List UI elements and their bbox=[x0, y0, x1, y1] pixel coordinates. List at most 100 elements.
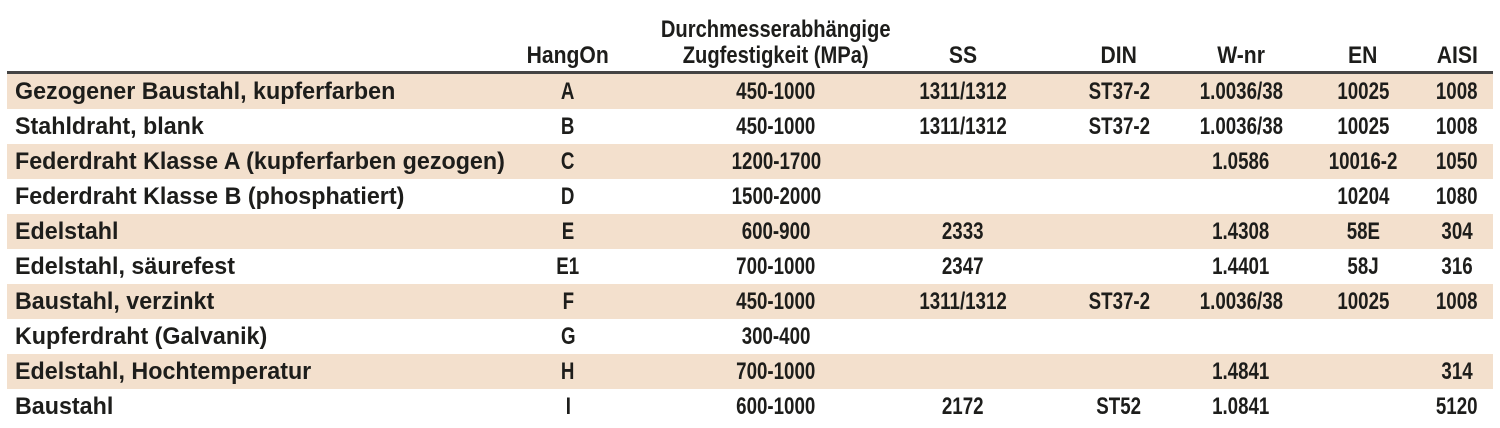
tensile-cell: 450-1000 bbox=[736, 112, 816, 140]
table-row: Federdraht Klasse A (kupferfarben gezoge… bbox=[7, 144, 1493, 179]
din-cell: ST37-2 bbox=[1088, 77, 1150, 105]
tensile-cell: 600-1000 bbox=[736, 392, 816, 420]
column-header-hangon-label: HangOn bbox=[526, 42, 610, 69]
aisi-cell: 1008 bbox=[1436, 287, 1478, 315]
aisi-cell: 314 bbox=[1441, 357, 1473, 385]
din-cell bbox=[1061, 319, 1177, 354]
en-cell: 10025 bbox=[1336, 287, 1390, 315]
material-cell: Kupferdraht (Galvanik) bbox=[15, 322, 268, 350]
material-cell: Gezogener Baustahl, kupferfarben bbox=[15, 77, 396, 105]
en-cell: 10204 bbox=[1336, 182, 1390, 210]
ss-cell: 2172 bbox=[942, 392, 984, 420]
column-header-hangon: HangOn bbox=[449, 43, 687, 69]
hangon-cell: F bbox=[562, 287, 574, 315]
table-header-row: HangOn Durchmesserabhängige Zugfestigkei… bbox=[7, 0, 1493, 71]
din-cell bbox=[1061, 144, 1177, 179]
aisi-cell: 1080 bbox=[1436, 182, 1478, 210]
en-cell: 58E bbox=[1346, 217, 1380, 245]
en-cell: 10025 bbox=[1336, 112, 1390, 140]
wnr-cell: 1.4841 bbox=[1212, 357, 1270, 385]
material-cell: Baustahl bbox=[15, 392, 114, 420]
hangon-cell: B bbox=[561, 112, 575, 140]
wnr-cell: 1.0036/38 bbox=[1199, 77, 1283, 105]
column-header-din-label: DIN bbox=[1100, 42, 1138, 69]
ss-cell: 1311/1312 bbox=[919, 287, 1007, 315]
hangon-cell: A bbox=[561, 77, 575, 105]
wnr-cell bbox=[1177, 179, 1305, 214]
tensile-cell: 1500-2000 bbox=[731, 182, 821, 210]
hangon-cell: H bbox=[561, 357, 575, 385]
wnr-cell: 1.4401 bbox=[1212, 252, 1270, 280]
material-cell: Stahldraht, blank bbox=[15, 112, 204, 140]
material-cell: Edelstahl, säurefest bbox=[15, 252, 235, 280]
ss-cell bbox=[865, 179, 1061, 214]
en-cell bbox=[1305, 389, 1421, 424]
material-cell: Federdraht Klasse B (phosphatiert) bbox=[15, 182, 405, 210]
table-row: Edelstahl, säurefest E1 700-1000 2347 1.… bbox=[7, 249, 1493, 284]
material-cell: Edelstahl, Hochtemperatur bbox=[15, 357, 312, 385]
column-header-wnr-label: W-nr bbox=[1217, 42, 1265, 69]
hangon-cell: E bbox=[561, 217, 575, 245]
din-cell bbox=[1061, 354, 1177, 389]
tensile-cell: 600-900 bbox=[741, 217, 811, 245]
column-header-ss: SS bbox=[865, 43, 1061, 69]
ss-cell: 2347 bbox=[942, 252, 984, 280]
din-cell: ST37-2 bbox=[1088, 112, 1150, 140]
material-table: HangOn Durchmesserabhängige Zugfestigkei… bbox=[7, 0, 1493, 424]
hangon-cell: D bbox=[561, 182, 575, 210]
table-row: Edelstahl, Hochtemperatur H 700-1000 1.4… bbox=[7, 354, 1493, 389]
tensile-cell: 700-1000 bbox=[736, 252, 816, 280]
table-row: Edelstahl E 600-900 2333 1.4308 58E 304 bbox=[7, 214, 1493, 249]
aisi-cell: 1050 bbox=[1436, 147, 1478, 175]
aisi-cell: 316 bbox=[1441, 252, 1473, 280]
column-header-en: EN bbox=[1305, 43, 1421, 69]
din-cell: ST37-2 bbox=[1088, 287, 1150, 315]
material-cell: Edelstahl bbox=[15, 217, 119, 245]
ss-cell bbox=[865, 354, 1061, 389]
material-cell: Federdraht Klasse A (kupferfarben gezoge… bbox=[15, 147, 505, 175]
aisi-cell bbox=[1421, 319, 1493, 354]
column-header-en-label: EN bbox=[1348, 42, 1378, 69]
en-cell: 10016-2 bbox=[1328, 147, 1398, 175]
wnr-cell: 1.0036/38 bbox=[1199, 112, 1283, 140]
wnr-cell: 1.4308 bbox=[1212, 217, 1270, 245]
table-row: Baustahl, verzinkt F 450-1000 1311/1312 … bbox=[7, 284, 1493, 319]
din-cell bbox=[1061, 179, 1177, 214]
material-cell: Baustahl, verzinkt bbox=[15, 287, 215, 315]
column-header-ss-label: SS bbox=[948, 42, 978, 69]
column-header-tensile-line1: Durchmesserabhängige bbox=[661, 16, 891, 43]
column-header-aisi: AISI bbox=[1421, 43, 1493, 69]
tensile-cell: 700-1000 bbox=[736, 357, 816, 385]
hangon-cell: C bbox=[561, 147, 575, 175]
en-cell: 58J bbox=[1347, 252, 1379, 280]
en-cell bbox=[1305, 354, 1421, 389]
tensile-cell: 1200-1700 bbox=[731, 147, 821, 175]
wnr-cell: 1.0036/38 bbox=[1199, 287, 1283, 315]
wnr-cell bbox=[1177, 319, 1305, 354]
aisi-cell: 1008 bbox=[1436, 112, 1478, 140]
table-row: Kupferdraht (Galvanik) G 300-400 bbox=[7, 319, 1493, 354]
header-divider bbox=[7, 71, 1493, 74]
column-header-aisi-label: AISI bbox=[1436, 42, 1478, 69]
tensile-cell: 300-400 bbox=[741, 322, 811, 350]
column-header-tensile: Durchmesserabhängige Zugfestigkeit (MPa) bbox=[661, 17, 891, 69]
ss-cell bbox=[865, 144, 1061, 179]
table-row: Stahldraht, blank B 450-1000 1311/1312 S… bbox=[7, 109, 1493, 144]
en-cell bbox=[1305, 319, 1421, 354]
ss-cell bbox=[865, 319, 1061, 354]
din-cell bbox=[1061, 249, 1177, 284]
tensile-cell: 450-1000 bbox=[736, 77, 816, 105]
ss-cell: 2333 bbox=[942, 217, 984, 245]
column-header-din: DIN bbox=[1061, 43, 1177, 69]
table-row: Federdraht Klasse B (phosphatiert) D 150… bbox=[7, 179, 1493, 214]
table-row: Gezogener Baustahl, kupferfarben A 450-1… bbox=[7, 74, 1493, 109]
column-header-wnr: W-nr bbox=[1177, 43, 1305, 69]
wnr-cell: 1.0586 bbox=[1212, 147, 1270, 175]
ss-cell: 1311/1312 bbox=[919, 77, 1007, 105]
column-header-tensile-line2: Zugfestigkeit (MPa) bbox=[683, 42, 869, 69]
en-cell: 10025 bbox=[1336, 77, 1390, 105]
aisi-cell: 304 bbox=[1441, 217, 1473, 245]
hangon-cell: G bbox=[560, 322, 576, 350]
aisi-cell: 1008 bbox=[1436, 77, 1478, 105]
